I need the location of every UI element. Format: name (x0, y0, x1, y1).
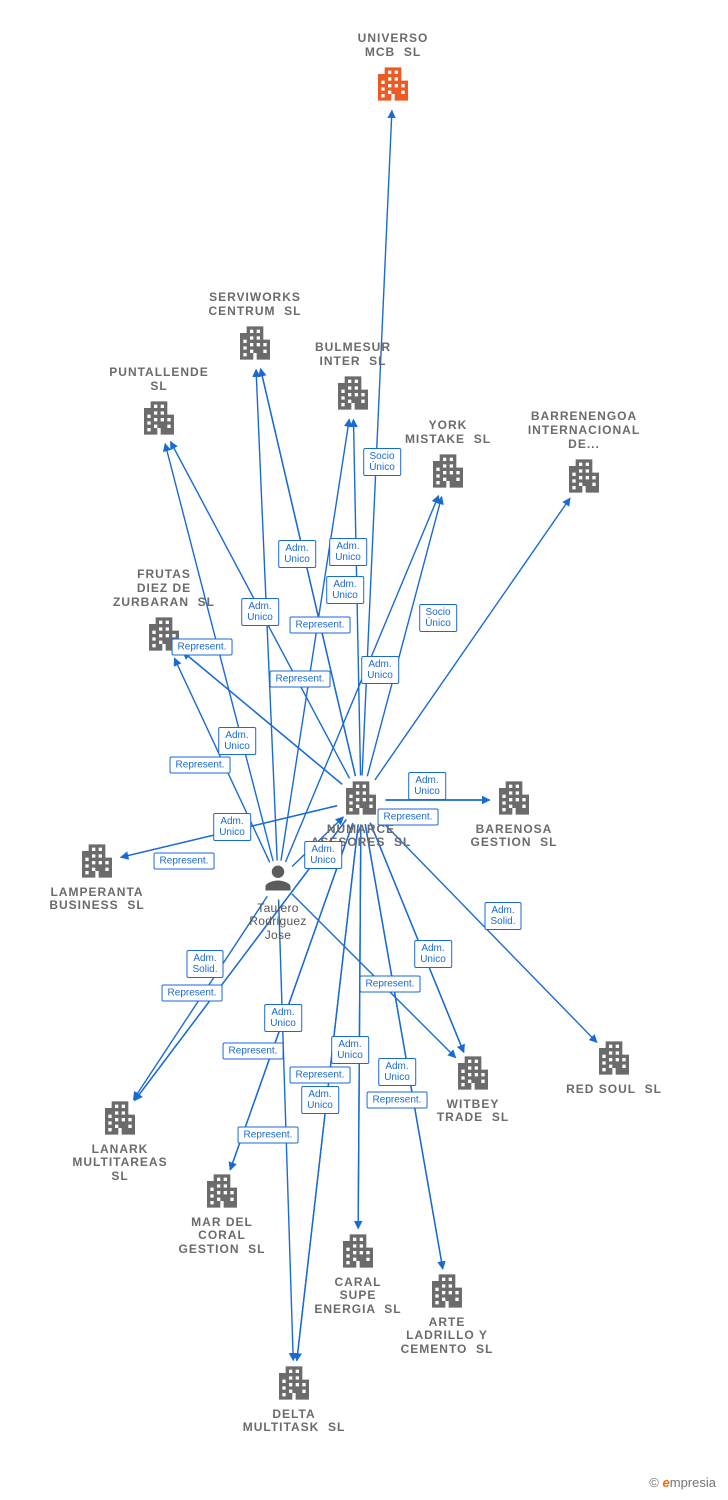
building-icon (594, 1038, 634, 1083)
edge-label: Adm. Unico (408, 772, 446, 800)
edge-label: Represent. (290, 617, 351, 634)
edge-label: Socio Único (419, 604, 457, 632)
node-puntallende[interactable]: PUNTALLENDE SL (109, 366, 208, 443)
node-label: MAR DEL CORAL GESTION SL (179, 1216, 266, 1257)
node-universo[interactable]: UNIVERSO MCB SL (358, 32, 429, 109)
node-label: YORK MISTAKE SL (405, 419, 491, 447)
edge-label: Adm. Unico (241, 598, 279, 626)
building-icon (202, 1171, 242, 1216)
node-label: LAMPERANTA BUSINESS SL (49, 886, 144, 914)
node-witbey[interactable]: WITBEY TRADE SL (437, 1053, 509, 1130)
edge-label: Adm. Unico (264, 1004, 302, 1032)
edge-label: Represent. (367, 1092, 428, 1109)
edge-label: Adm. Solid. (484, 902, 521, 930)
edge-label: Adm. Unico (278, 540, 316, 568)
node-caral[interactable]: CARAL SUPE ENERGIA SL (314, 1231, 401, 1321)
building-icon (494, 778, 534, 823)
edge (365, 824, 443, 1269)
building-icon (100, 1098, 140, 1143)
edge-label: Socio Único (363, 448, 401, 476)
edge-label: Adm. Unico (301, 1086, 339, 1114)
edge (261, 369, 356, 776)
node-barrenengoa[interactable]: BARRENENGOA INTERNACIONAL DE... (528, 410, 640, 500)
edge (358, 824, 361, 1228)
node-redsoul[interactable]: RED SOUL SL (566, 1038, 662, 1101)
building-icon (373, 64, 413, 109)
copyright-symbol: © (649, 1475, 659, 1490)
node-marcoral[interactable]: MAR DEL CORAL GESTION SL (179, 1171, 266, 1261)
building-icon (341, 778, 381, 823)
edge-label: Represent. (162, 985, 223, 1002)
node-label: Taulero Rodriguez Jose (249, 902, 306, 943)
building-icon (274, 1363, 314, 1408)
node-label: WITBEY TRADE SL (437, 1098, 509, 1126)
edge-label: Represent. (238, 1127, 299, 1144)
edge-label: Adm. Unico (331, 1036, 369, 1064)
edge-label: Adm. Unico (218, 727, 256, 755)
edge (367, 497, 441, 777)
network-canvas: © empresia UNIVERSO MCB SL SERVIWORKS CE… (0, 0, 728, 1500)
building-icon (338, 1231, 378, 1276)
node-label: LANARK MULTITAREAS SL (72, 1143, 167, 1184)
edge-label: Adm. Unico (326, 576, 364, 604)
edge-label: Represent. (172, 639, 233, 656)
building-icon (427, 1271, 467, 1316)
building-icon (333, 373, 373, 418)
edge (365, 824, 443, 1269)
edge-label: Represent. (290, 1067, 351, 1084)
edge-label: Represent. (360, 976, 421, 993)
building-icon (428, 451, 468, 496)
node-label: FRUTAS DIEZ DE ZURBARAN SL (113, 568, 215, 609)
edge (358, 824, 361, 1228)
edge-label: Adm. Unico (329, 538, 367, 566)
node-label: BULMESUR INTER SL (315, 341, 391, 369)
node-delta[interactable]: DELTA MULTITASK SL (243, 1363, 346, 1440)
node-barenosa[interactable]: BARENOSA GESTION SL (471, 778, 558, 855)
building-icon (453, 1053, 493, 1098)
edge-label: Adm. Unico (378, 1058, 416, 1086)
edge-label: Represent. (154, 853, 215, 870)
edge-label: Adm. Unico (361, 656, 399, 684)
edge-label: Represent. (170, 757, 231, 774)
building-icon (564, 456, 604, 501)
edge-label: Adm. Solid. (186, 950, 223, 978)
edge-label: Represent. (378, 809, 439, 826)
node-label: SERVIWORKS CENTRUM SL (209, 291, 302, 319)
node-label: DELTA MULTITASK SL (243, 1408, 346, 1436)
edge (370, 823, 464, 1053)
node-bulmesur[interactable]: BULMESUR INTER SL (315, 341, 391, 418)
node-label: PUNTALLENDE SL (109, 366, 208, 394)
watermark: © empresia (649, 1475, 716, 1490)
node-lamperanta[interactable]: LAMPERANTA BUSINESS SL (49, 841, 144, 918)
building-icon (139, 398, 179, 443)
node-arte[interactable]: ARTE LADRILLO Y CEMENTO SL (401, 1271, 494, 1361)
node-label: UNIVERSO MCB SL (358, 32, 429, 60)
person-icon (263, 863, 293, 898)
edge (370, 823, 464, 1053)
node-label: BARENOSA GESTION SL (471, 823, 558, 851)
node-taulero[interactable]: Taulero Rodriguez Jose (249, 863, 306, 943)
building-icon (235, 323, 275, 368)
node-york[interactable]: YORK MISTAKE SL (405, 419, 491, 496)
edge-label: Adm. Unico (304, 841, 342, 869)
brand-prefix: e (663, 1475, 670, 1490)
edge (375, 498, 570, 780)
edge-label: Adm. Unico (213, 813, 251, 841)
node-label: BARRENENGOA INTERNACIONAL DE... (528, 410, 640, 451)
node-label: RED SOUL SL (566, 1083, 662, 1097)
node-serviworks[interactable]: SERVIWORKS CENTRUM SL (209, 291, 302, 368)
brand-rest: mpresia (670, 1475, 716, 1490)
node-label: CARAL SUPE ENERGIA SL (314, 1276, 401, 1317)
edge (261, 369, 356, 776)
node-label: ARTE LADRILLO Y CEMENTO SL (401, 1316, 494, 1357)
edge-label: Adm. Unico (414, 940, 452, 968)
edge-label: Represent. (270, 671, 331, 688)
edge-label: Represent. (223, 1043, 284, 1060)
node-lanark[interactable]: LANARK MULTITAREAS SL (72, 1098, 167, 1188)
building-icon (77, 841, 117, 886)
